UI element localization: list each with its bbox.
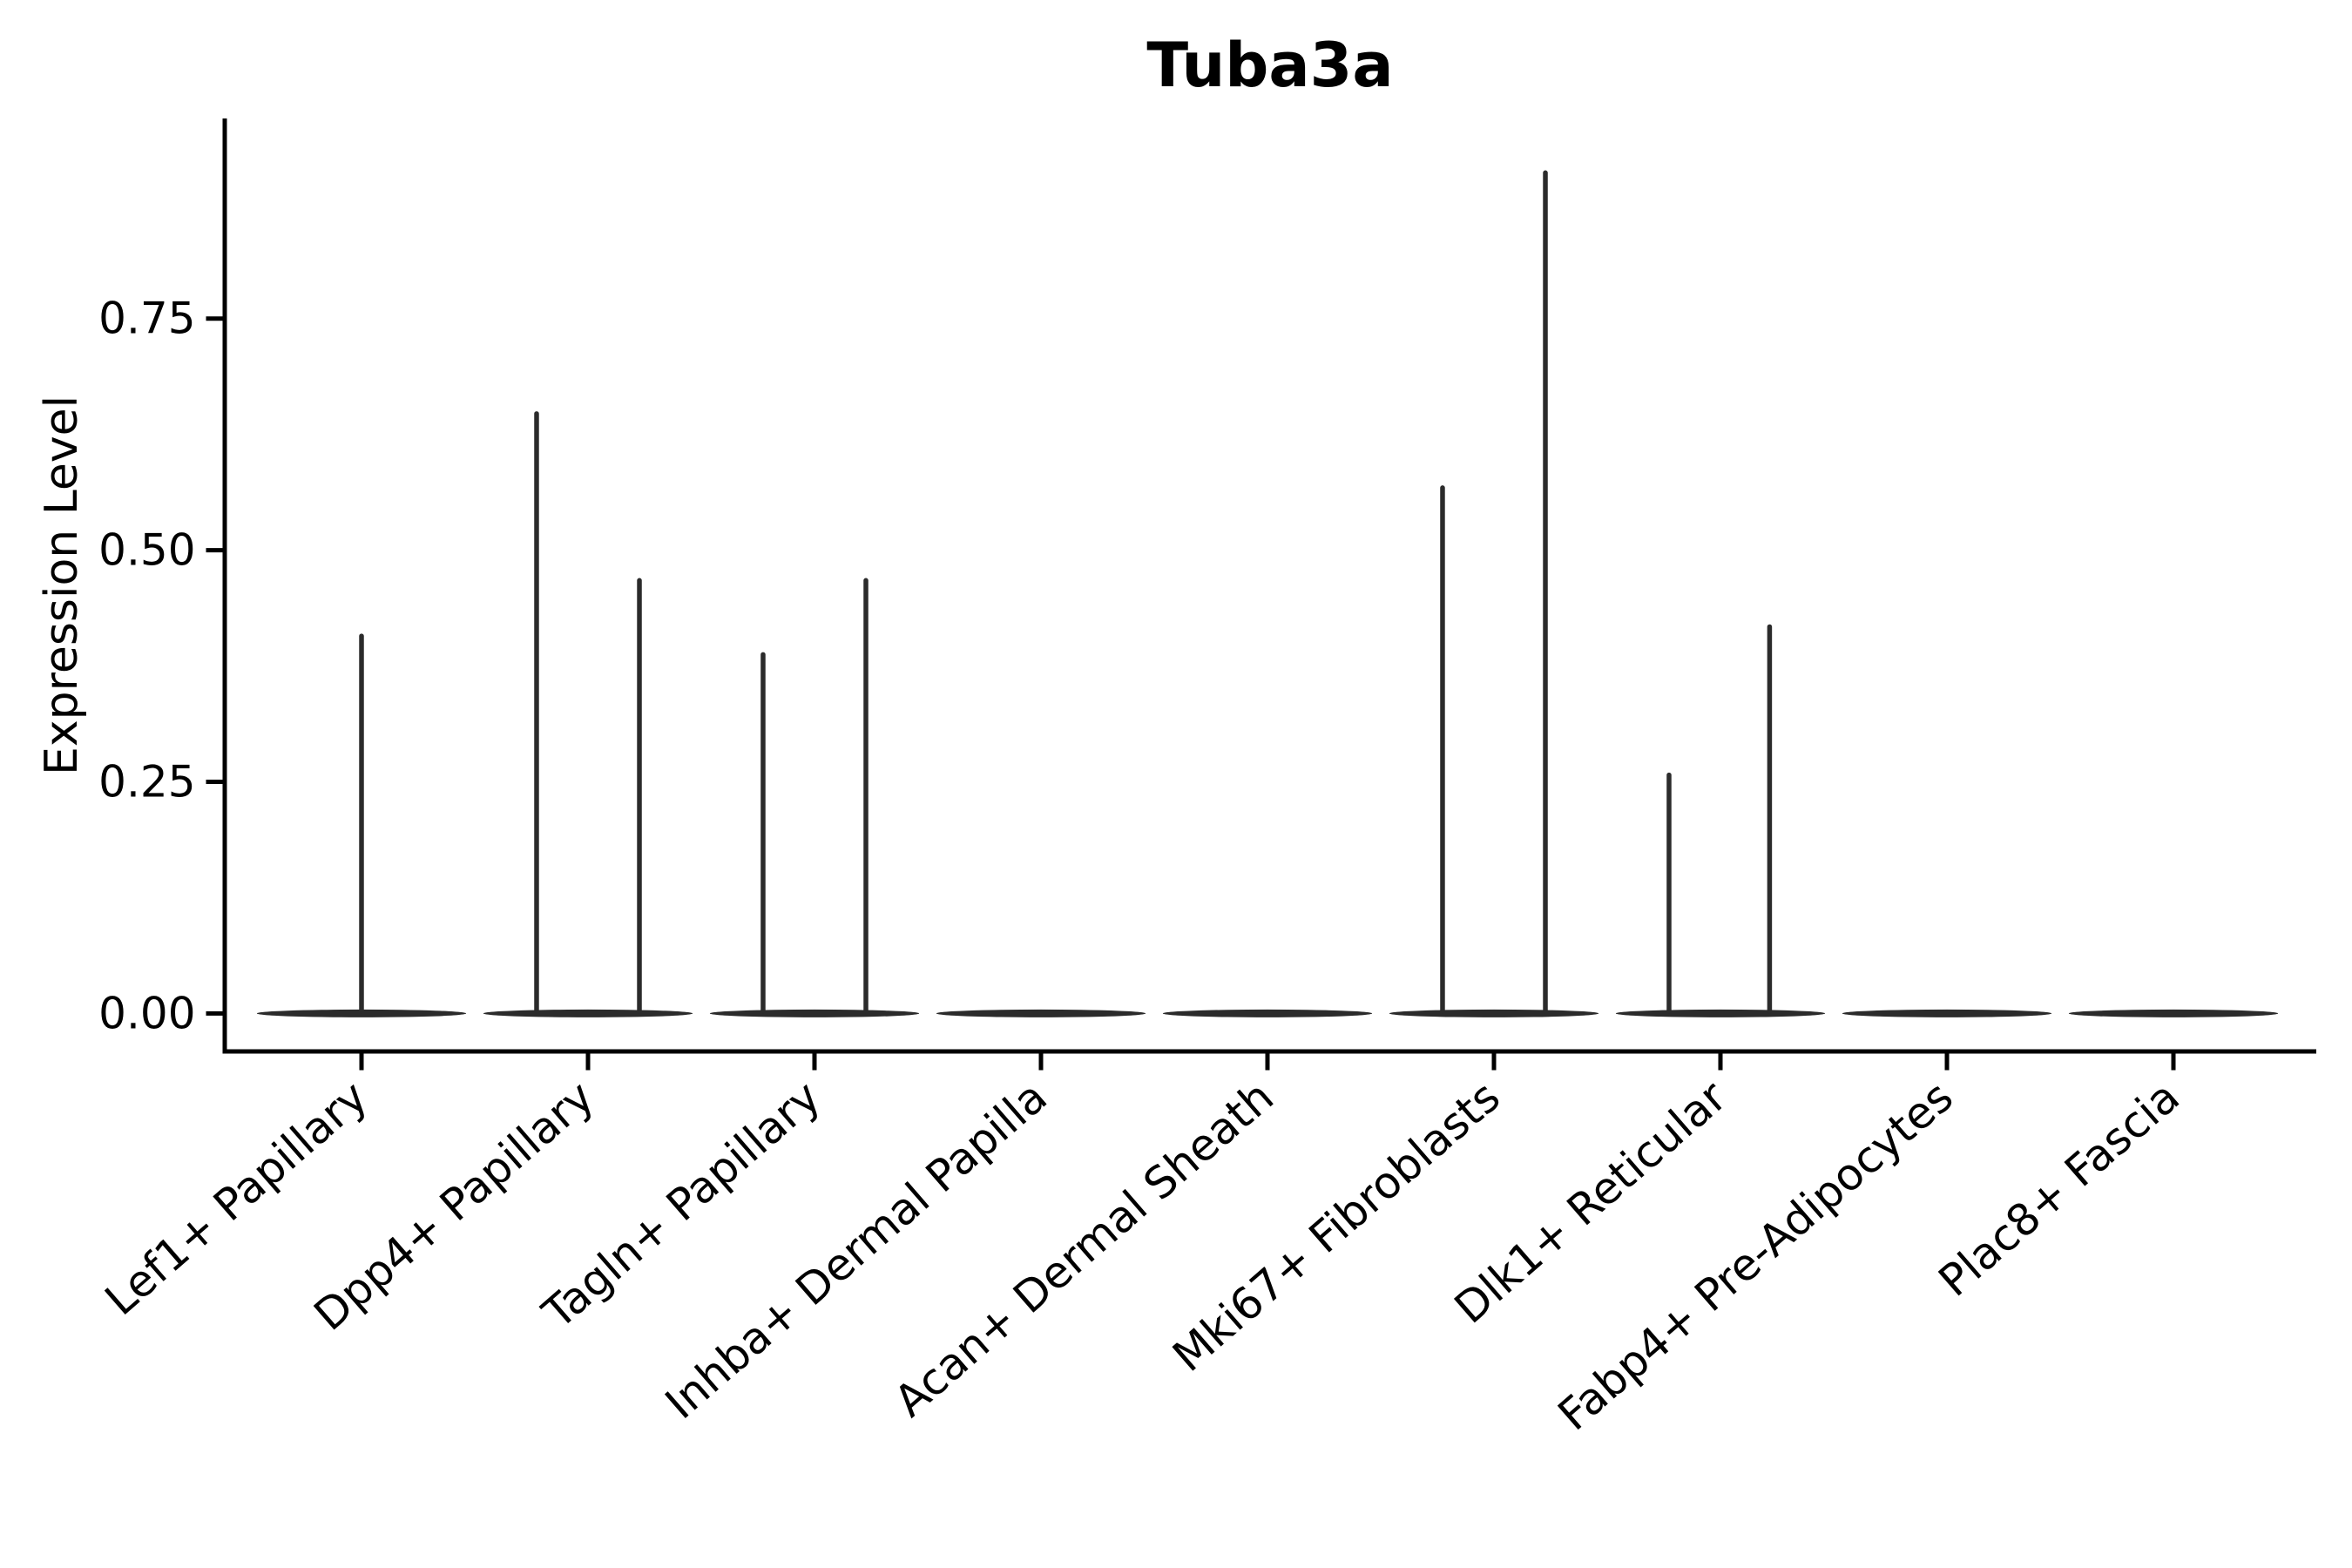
violins-layer [256,170,2279,1017]
y-tick-mark [206,1010,223,1016]
violin-base [936,1009,1146,1017]
violin-spike [1767,624,1773,1014]
y-tick-mark [206,316,223,321]
violin-base [2068,1009,2279,1017]
x-tick-mark [585,1053,591,1071]
x-tick-label: Fabp4+ Pre-Adipocytes [1549,1071,1963,1441]
x-axis-spine [222,1049,2316,1054]
chart-title: Tuba3a [1146,30,1393,101]
y-axis-spine [222,118,227,1054]
violin-base [1615,1009,1826,1017]
violin-base [483,1009,693,1017]
axis-spines [222,118,2316,1054]
violin-spike [1440,485,1445,1014]
x-tick-mark [1491,1053,1497,1071]
violin-spike [637,578,642,1014]
x-tick-label: Acan+ Dermal Sheath [885,1071,1283,1427]
y-tick-label: 0.75 [98,294,195,344]
violin-spike [534,411,539,1014]
y-axis-label: Expression Level [36,395,88,775]
x-tick-mark [2171,1053,2176,1071]
x-tick-label: Plac8+ Fascia [1930,1071,2189,1307]
y-tick-mark [206,780,223,785]
y-tick-label: 0.50 [98,525,195,576]
y-axis-ticks: 0.00 0.25 0.50 0.75 [98,294,223,1038]
violin-spike [863,578,868,1014]
x-tick-mark [812,1053,817,1071]
x-tick-label: Inhba+ Dermal Papilla [656,1071,1057,1429]
x-tick-mark [1944,1053,1950,1071]
violin-spike [359,633,364,1014]
violin-base [1389,1009,1599,1017]
x-tick-mark [1718,1053,1723,1071]
violin-spike [1666,772,1672,1014]
x-tick-mark [1265,1053,1270,1071]
violin-base [709,1009,920,1017]
violin-spike [1543,170,1548,1014]
y-tick-label: 0.25 [98,757,195,808]
x-tick-mark [1038,1053,1044,1071]
violin-spike [760,652,766,1014]
y-tick-mark [206,548,223,553]
violin-base [1842,1009,2052,1017]
violin-base [1162,1009,1373,1017]
x-tick-mark [359,1053,364,1071]
y-tick-label: 0.00 [98,988,195,1038]
